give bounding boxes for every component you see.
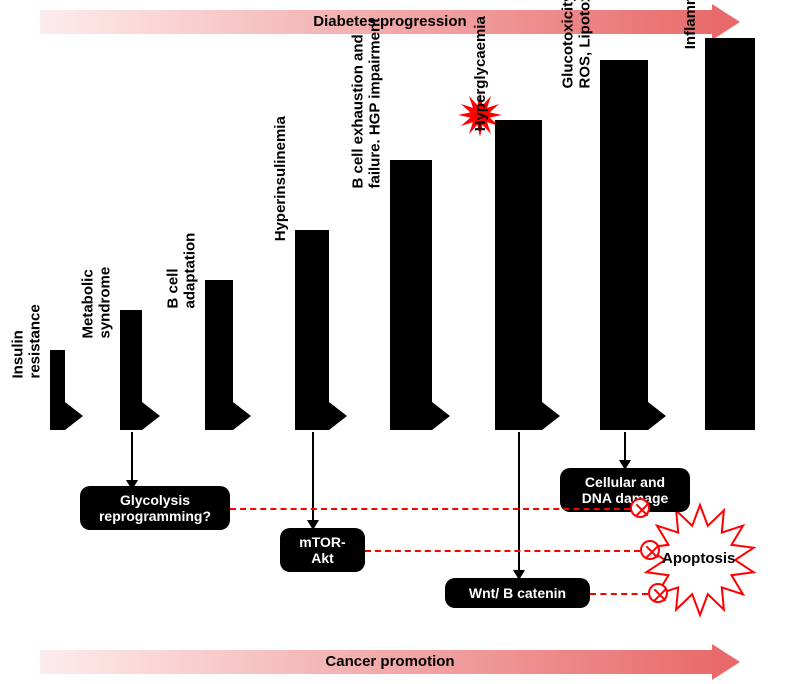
stage-bar <box>600 60 648 430</box>
stage-label: Hyperglycaemia <box>472 16 489 131</box>
bottom-arrow-label: Cancer promotion <box>40 653 740 670</box>
down-arrow <box>624 432 626 462</box>
stage-arrowhead-icon <box>329 402 347 430</box>
inhibition-line <box>230 508 630 510</box>
inhibition-line <box>590 593 648 595</box>
stage-arrowhead-icon <box>542 402 560 430</box>
down-arrow <box>131 432 133 482</box>
stage-bar <box>50 350 65 430</box>
inhibit-icon <box>640 540 660 560</box>
inhibition-line <box>365 550 640 552</box>
mechanism-box-glycolysis: Glycolysis reprogramming? <box>80 486 230 530</box>
stage-bar <box>295 230 329 430</box>
mechanism-box-dna: Cellular and DNA damage <box>560 468 690 512</box>
apoptosis-label: Apoptosis <box>662 550 735 567</box>
stage-arrowhead-icon <box>65 402 83 430</box>
inhibit-icon <box>648 583 668 603</box>
stage-bar <box>705 38 755 430</box>
stage-bar <box>205 280 233 430</box>
stage-bar <box>390 160 432 430</box>
mechanism-box-mtor: mTOR- Akt <box>280 528 365 572</box>
stage-arrowhead-icon <box>142 402 160 430</box>
stage-label: Glucotoxicity, ROS, Lipotoxicity <box>560 0 595 89</box>
top-arrow-label: Diabetes progression <box>40 13 740 30</box>
top-progression-arrow: Diabetes progression <box>40 10 740 34</box>
stage-arrowhead-icon <box>233 402 251 430</box>
stage-label: Insulin resistance <box>10 304 45 378</box>
stage-label: Metabolic syndrome <box>80 267 115 339</box>
stage-label: Hyperinsulinemia <box>272 116 289 241</box>
mechanism-box-wnt: Wnt/ B catenin <box>445 578 590 608</box>
inhibit-icon <box>630 498 650 518</box>
bottom-promotion-arrow: Cancer promotion <box>40 650 740 674</box>
stage-label: B cell adaptation <box>165 233 200 309</box>
stage-arrowhead-icon <box>432 402 450 430</box>
stage-label: Inflammation <box>682 0 699 49</box>
stage-bar <box>495 120 542 430</box>
stage-label: B cell exhaustion and failure. HGP impai… <box>350 18 385 189</box>
stage-bar <box>120 310 142 430</box>
diagram-canvas: Diabetes progression Cancer promotion In… <box>0 0 789 684</box>
stage-arrowhead-icon <box>648 402 666 430</box>
